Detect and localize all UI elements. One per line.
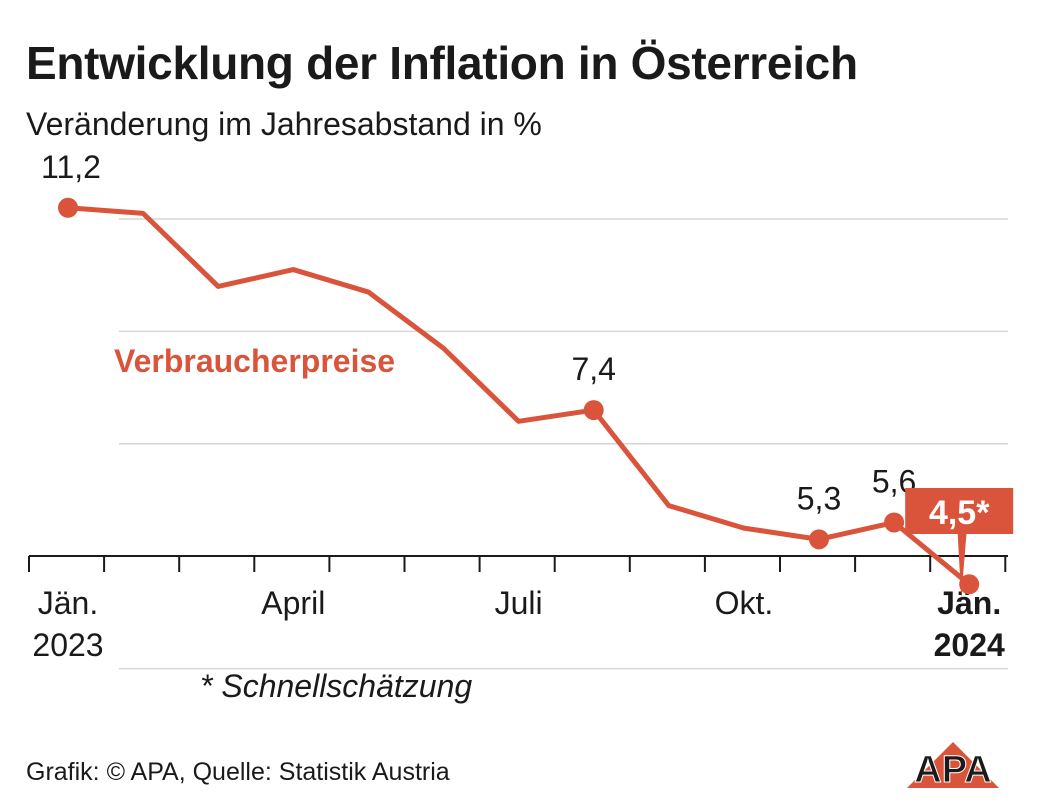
footnote: * Schnellschätzung	[200, 668, 473, 704]
x-tick-label: 2023	[32, 627, 103, 663]
x-tick-label: Okt.	[715, 585, 774, 621]
data-label: 5,3	[797, 480, 841, 516]
chart-subtitle: Veränderung im Jahresabstand in %	[26, 106, 542, 142]
data-point	[583, 400, 604, 421]
x-tick-label: 2024	[934, 627, 1005, 663]
series-line-verbraucherpreise	[65, 205, 972, 587]
data-point	[959, 574, 980, 595]
x-tick-label: April	[261, 585, 325, 621]
svg-text:APA: APA	[914, 749, 991, 788]
chart-title: Entwicklung der Inflation in Österreich	[26, 37, 858, 89]
series-label: Verbraucherpreise	[114, 343, 395, 379]
x-tick-label: Jän.	[38, 585, 98, 621]
x-tick-label: Juli	[495, 585, 543, 621]
data-point	[884, 512, 905, 533]
callout-box	[905, 488, 1014, 534]
source-credit: Grafik: © APA, Quelle: Statistik Austria	[26, 758, 450, 786]
apa-logo: APA	[907, 742, 999, 788]
data-point	[809, 529, 829, 550]
data-label: 7,4	[571, 351, 615, 387]
data-point	[58, 197, 78, 218]
data-label-highlight: 4,5*	[929, 494, 990, 532]
data-label: 11,2	[41, 149, 101, 185]
